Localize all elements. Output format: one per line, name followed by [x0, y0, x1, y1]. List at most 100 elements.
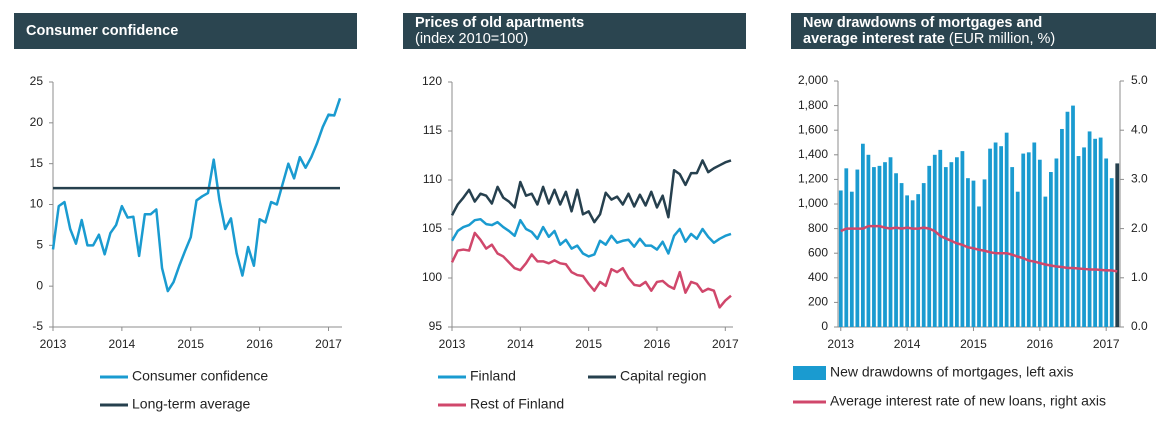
- bar: [1026, 152, 1031, 327]
- x-tick-label: 2013: [439, 337, 466, 351]
- y-tick-label: 105: [422, 221, 442, 235]
- bar: [877, 165, 882, 327]
- bar: [905, 195, 909, 327]
- x-tick-label: 2013: [827, 337, 854, 351]
- chart-title: New drawdowns of mortgages and average i…: [803, 15, 1043, 47]
- x-tick-label: 2016: [1026, 337, 1053, 351]
- y-tick-label: 110: [423, 172, 442, 186]
- y-tick-label: 10: [30, 197, 44, 211]
- y-tick-label: 100: [422, 270, 442, 284]
- bar: [982, 179, 987, 327]
- bar: [932, 154, 937, 327]
- y-tick-label: 15: [30, 156, 44, 170]
- x-tick-label: 2017: [315, 337, 342, 351]
- bar: [855, 169, 860, 327]
- bar: [1004, 132, 1009, 327]
- line: [450, 231, 732, 309]
- legend-label: Capital region: [620, 368, 706, 384]
- bar: [899, 183, 904, 327]
- bar: [1065, 111, 1070, 327]
- bar: [1087, 131, 1092, 327]
- bar: [1021, 153, 1026, 327]
- bar: [888, 157, 893, 327]
- bar: [1043, 196, 1048, 327]
- bar: [971, 180, 976, 327]
- x-tick-label: 2014: [109, 337, 136, 351]
- y-tick-label: 800: [808, 221, 828, 235]
- bar: [849, 191, 854, 327]
- x-tick-label: 2017: [712, 337, 739, 351]
- bar: [838, 190, 843, 327]
- bar: [993, 142, 998, 327]
- bar: [938, 149, 943, 327]
- line: [450, 159, 732, 224]
- y-tick-label: 1,800: [798, 98, 828, 112]
- x-tick-label: 2014: [894, 337, 921, 351]
- y-tick-label: 1,200: [798, 172, 828, 186]
- x-tick-label: 2013: [40, 337, 67, 351]
- y2-tick-label: 2.0: [1131, 221, 1148, 235]
- x-tick-label: 2015: [177, 337, 204, 351]
- bar: [1104, 158, 1109, 327]
- y-tick-label: 25: [30, 74, 44, 88]
- y2-tick-label: 3.0: [1131, 172, 1148, 186]
- bar: [894, 173, 898, 327]
- y-tick-label: 200: [808, 295, 828, 309]
- bar: [866, 154, 871, 327]
- bar: [916, 194, 921, 327]
- bar: [966, 178, 970, 327]
- bar: [1049, 172, 1053, 327]
- y-tick-label: 400: [808, 270, 828, 284]
- bar: [1032, 142, 1037, 327]
- y2-tick-label: 1.0: [1131, 270, 1148, 284]
- bar: [910, 200, 915, 327]
- panel-header: Consumer confidence: [14, 13, 357, 49]
- bar: [1098, 137, 1103, 327]
- legend-label: Consumer confidence: [132, 368, 268, 384]
- x-tick-label: 2015: [960, 337, 987, 351]
- panel-header: Prices of old apartments (index 2010=100): [403, 13, 746, 49]
- panel-header: New drawdowns of mortgages and average i…: [791, 13, 1156, 49]
- bar: [1071, 105, 1075, 327]
- bar: [949, 162, 954, 327]
- y-tick-label: -5: [32, 319, 43, 333]
- chart-title: Consumer confidence: [26, 23, 179, 39]
- y-tick-label: 2,000: [798, 73, 828, 87]
- bar: [1054, 158, 1059, 327]
- legend-swatch: [793, 366, 826, 380]
- y-tick-label: 5: [36, 238, 43, 252]
- y-tick-label: 1,600: [798, 122, 828, 136]
- y2-tick-label: 0.0: [1131, 319, 1148, 333]
- bar: [1115, 163, 1120, 327]
- chart-subtitle: (EUR million, %): [948, 31, 1056, 47]
- bar: [861, 143, 865, 327]
- legend-label: Long-term average: [132, 396, 251, 412]
- chart-subtitle: (index 2010=100): [415, 31, 529, 47]
- bar: [883, 162, 887, 327]
- y-tick-label: 20: [30, 115, 44, 129]
- chart-title: Prices of old apartments: [415, 15, 585, 31]
- y-tick-label: 600: [808, 245, 828, 259]
- bar: [1076, 156, 1081, 327]
- legend-label: Rest of Finland: [470, 396, 564, 412]
- bar: [1082, 147, 1086, 327]
- bar: [943, 167, 948, 327]
- y-tick-label: 95: [429, 319, 443, 333]
- x-tick-label: 2015: [575, 337, 602, 351]
- bar: [1109, 178, 1114, 327]
- bar: [960, 151, 965, 327]
- y-tick-label: 1,000: [798, 196, 828, 210]
- y2-tick-label: 4.0: [1131, 122, 1148, 136]
- y-tick-label: 0: [821, 319, 828, 333]
- bar: [872, 167, 876, 327]
- legend-label: New drawdowns of mortgages, left axis: [830, 364, 1074, 380]
- bar: [1015, 191, 1020, 327]
- y-tick-label: 120: [422, 74, 442, 88]
- bar: [844, 168, 849, 327]
- bar: [1037, 159, 1042, 327]
- bar: [977, 206, 981, 327]
- line: [840, 224, 1118, 273]
- x-tick-label: 2017: [1093, 337, 1120, 351]
